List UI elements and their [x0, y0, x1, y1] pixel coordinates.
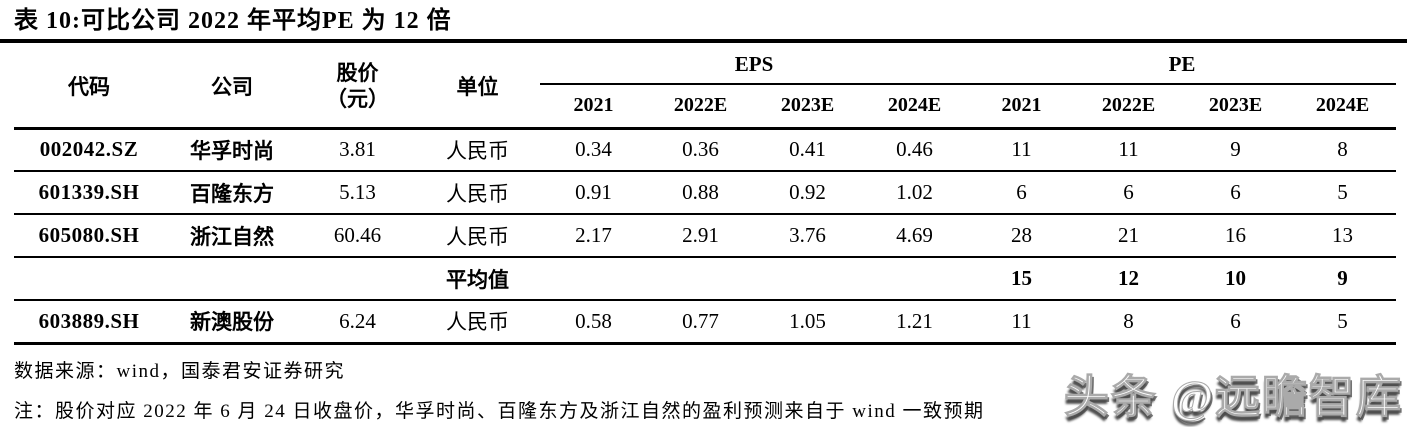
- price-cell: 5.13: [300, 171, 415, 215]
- pe-avg-2021-cell: 15: [968, 257, 1076, 301]
- header-eps-year-2023e: 2023E: [754, 84, 861, 130]
- header-eps-group: EPS: [540, 46, 969, 85]
- company-cell: 百隆东方: [164, 171, 300, 215]
- pe-2024e-cell: 8: [1289, 128, 1397, 172]
- pe-2021-cell: 11: [968, 300, 1076, 345]
- pe-2024e-cell: 5: [1289, 300, 1397, 345]
- unit-cell: 人民币: [415, 171, 540, 215]
- average-label: 平均值: [415, 257, 540, 301]
- header-pe-group: PE: [968, 46, 1397, 85]
- table-row-average: 平均值 15 12 10 9: [14, 257, 1397, 301]
- eps-2023e-cell: 1.05: [754, 300, 861, 345]
- pe-2022e-cell: 11: [1075, 128, 1183, 172]
- eps-2021-cell: 0.58: [540, 300, 647, 345]
- code-cell: 601339.SH: [14, 171, 164, 215]
- footnote: 注：股价对应 2022 年 6 月 24 日收盘价，华孚时尚、百隆东方及浙江自然…: [14, 400, 985, 422]
- header-unit: 单位: [415, 46, 540, 130]
- pe-avg-2024e-cell: 9: [1289, 257, 1397, 301]
- eps-2024e-cell: 0.46: [861, 128, 969, 172]
- company-cell: 浙江自然: [164, 214, 300, 258]
- pe-2023e-cell: 6: [1182, 171, 1290, 215]
- code-cell: 603889.SH: [14, 300, 164, 345]
- pe-2022e-cell: 21: [1075, 214, 1183, 258]
- company-cell: 新澳股份: [164, 300, 300, 345]
- header-price-line1: 股价: [336, 61, 379, 86]
- eps-2021-cell: 0.34: [540, 128, 647, 172]
- eps-2022e-cell: 0.36: [647, 128, 754, 172]
- pe-2023e-cell: 9: [1182, 128, 1290, 172]
- table-row-zhejiang: 605080.SH 浙江自然 60.46 人民币 2.17 2.91 3.76 …: [14, 214, 1397, 258]
- price-cell: 60.46: [300, 214, 415, 258]
- code-cell: 605080.SH: [14, 214, 164, 258]
- eps-2021-cell: 0.91: [540, 171, 647, 215]
- header-eps-year-2022e: 2022E: [647, 84, 754, 130]
- header-price-line2: （元）: [326, 87, 389, 112]
- table-row-huafu: 002042.SZ 华孚时尚 3.81 人民币 0.34 0.36 0.41 0…: [14, 128, 1397, 172]
- pe-2023e-cell: 16: [1182, 214, 1290, 258]
- eps-2022e-cell: 0.88: [647, 171, 754, 215]
- unit-cell: 人民币: [415, 300, 540, 345]
- header-pe-year-2023e: 2023E: [1182, 84, 1290, 130]
- eps-2024e-cell: [861, 257, 969, 301]
- header-price: 股价 （元）: [300, 46, 415, 130]
- pe-2022e-cell: 6: [1075, 171, 1183, 215]
- code-cell: 002042.SZ: [14, 128, 164, 172]
- header-company: 公司: [164, 46, 300, 130]
- header-group-row: 代码 公司 股价 （元） 单位 EPS PE: [14, 46, 1397, 130]
- pe-avg-2022e-cell: 12: [1075, 257, 1183, 301]
- eps-2023e-cell: 3.76: [754, 214, 861, 258]
- pe-avg-2023e-cell: 10: [1182, 257, 1290, 301]
- title-rule: [0, 39, 1407, 43]
- pe-2023e-cell: 6: [1182, 300, 1290, 345]
- pe-2021-cell: 11: [968, 128, 1076, 172]
- table-row-bailong: 601339.SH 百隆东方 5.13 人民币 0.91 0.88 0.92 1…: [14, 171, 1397, 215]
- eps-2024e-cell: 1.02: [861, 171, 969, 215]
- eps-2021-cell: 2.17: [540, 214, 647, 258]
- header-pe-year-2021: 2021: [968, 84, 1076, 130]
- comparable-companies-table: 代码 公司 股价 （元） 单位 EPS PE 2021 2022E 2023E …: [14, 46, 1397, 345]
- unit-cell: 人民币: [415, 128, 540, 172]
- pe-2024e-cell: 5: [1289, 171, 1397, 215]
- pe-2021-cell: 28: [968, 214, 1076, 258]
- company-cell: 华孚时尚: [164, 128, 300, 172]
- data-source-note: 数据来源：wind，国泰君安证券研究: [14, 360, 346, 382]
- header-eps-year-2021: 2021: [540, 84, 647, 130]
- eps-2023e-cell: [754, 257, 861, 301]
- eps-2022e-cell: 2.91: [647, 214, 754, 258]
- company-cell: [164, 257, 300, 301]
- pe-2022e-cell: 8: [1075, 300, 1183, 345]
- pe-2021-cell: 6: [968, 171, 1076, 215]
- eps-2022e-cell: [647, 257, 754, 301]
- header-pe-year-2024e: 2024E: [1289, 84, 1397, 130]
- eps-2024e-cell: 1.21: [861, 300, 969, 345]
- eps-2023e-cell: 0.41: [754, 128, 861, 172]
- unit-cell: 人民币: [415, 214, 540, 258]
- table-title: 表 10:可比公司 2022 年平均PE 为 12 倍: [14, 8, 452, 34]
- eps-2023e-cell: 0.92: [754, 171, 861, 215]
- price-cell: 3.81: [300, 128, 415, 172]
- header-code: 代码: [14, 46, 164, 130]
- pe-2024e-cell: 13: [1289, 214, 1397, 258]
- header-year-row: 2021 2022E 2023E 2024E 2021 2022E 2023E …: [14, 84, 1397, 130]
- header-eps-year-2024e: 2024E: [861, 84, 969, 130]
- eps-2022e-cell: 0.77: [647, 300, 754, 345]
- eps-2024e-cell: 4.69: [861, 214, 969, 258]
- eps-2021-cell: [540, 257, 647, 301]
- header-pe-year-2022e: 2022E: [1075, 84, 1183, 130]
- watermark-toutiao-yuanzhan: 头条 @远瞻智库: [1063, 372, 1403, 423]
- price-cell: 6.24: [300, 300, 415, 345]
- table-row-xinao: 603889.SH 新澳股份 6.24 人民币 0.58 0.77 1.05 1…: [14, 300, 1397, 345]
- code-cell: [14, 257, 164, 301]
- price-cell: [300, 257, 415, 301]
